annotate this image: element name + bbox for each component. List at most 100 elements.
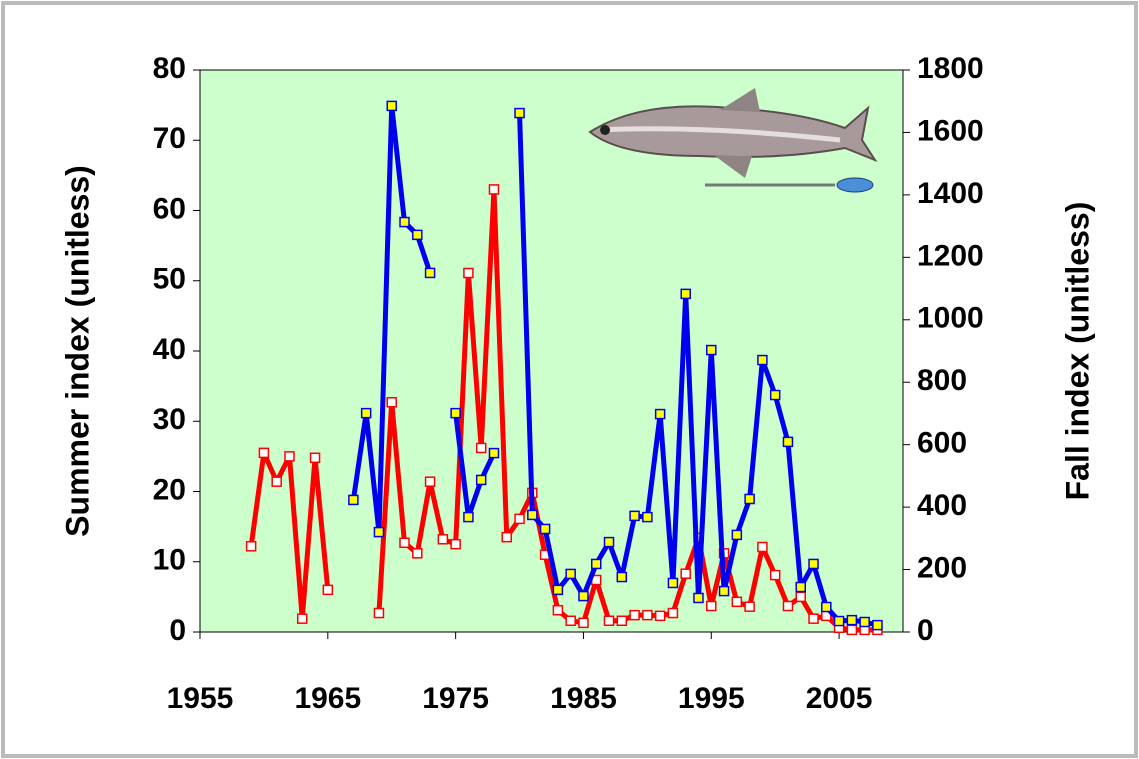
- point-marker: [744, 493, 755, 505]
- point-marker: [846, 614, 858, 626]
- point-marker: [386, 397, 397, 408]
- x-tick-label: 1995: [678, 682, 745, 715]
- point-marker: [386, 100, 397, 112]
- fish-picture: [588, 88, 878, 193]
- point-marker: [258, 447, 270, 459]
- point-marker: [808, 613, 819, 624]
- point-marker: [488, 184, 500, 195]
- point-marker: [399, 216, 410, 228]
- point-marker: [501, 531, 513, 543]
- point-marker: [693, 592, 704, 604]
- point-marker: [667, 577, 679, 589]
- y2-tick-label: 1600: [917, 114, 984, 147]
- point-marker: [680, 288, 691, 300]
- point-marker: [757, 541, 768, 553]
- point-marker: [731, 596, 743, 608]
- y-tick-label: 70: [153, 122, 186, 155]
- point-marker: [322, 584, 334, 596]
- y2-tick-label: 800: [917, 364, 967, 397]
- point-marker: [821, 601, 832, 613]
- y2-tick-label: 600: [917, 427, 967, 460]
- point-marker: [565, 568, 576, 580]
- point-marker: [514, 513, 525, 525]
- y2-tick-label: 1000: [917, 302, 984, 335]
- y-tick-label: 10: [153, 544, 186, 577]
- point-marker: [859, 616, 870, 628]
- point-marker: [833, 615, 845, 627]
- point-marker: [309, 452, 321, 464]
- y-axis-title: Summer index (unitless): [59, 165, 95, 537]
- y2-tick-label: 400: [917, 489, 967, 522]
- point-marker: [706, 344, 717, 356]
- y2-tick-label: 0: [917, 614, 934, 647]
- point-marker: [782, 436, 794, 448]
- point-marker: [539, 523, 551, 535]
- point-marker: [245, 541, 257, 552]
- y-tick-label: 0: [169, 614, 186, 647]
- point-marker: [654, 610, 666, 622]
- point-marker: [348, 494, 359, 506]
- x-tick-label: 1965: [294, 682, 361, 715]
- point-marker: [782, 600, 794, 612]
- point-marker: [424, 267, 436, 279]
- point-marker: [642, 609, 653, 621]
- point-marker: [616, 571, 628, 583]
- point-marker: [450, 407, 461, 419]
- y2-tick-label: 1200: [917, 239, 984, 272]
- point-marker: [514, 107, 525, 119]
- point-marker: [450, 538, 461, 550]
- point-marker: [667, 607, 679, 619]
- point-marker: [578, 590, 589, 602]
- point-marker: [757, 354, 768, 366]
- y-tick-label: 50: [153, 263, 186, 296]
- point-marker: [271, 476, 282, 487]
- point-marker: [284, 451, 295, 462]
- y2-tick-label: 200: [917, 551, 967, 584]
- point-marker: [552, 584, 564, 596]
- series-line: [453, 412, 497, 520]
- point-marker: [642, 511, 653, 523]
- point-marker: [399, 537, 410, 549]
- point-marker: [437, 534, 449, 545]
- point-marker: [769, 389, 781, 401]
- point-marker: [578, 617, 589, 629]
- point-marker: [616, 615, 628, 627]
- point-marker: [808, 558, 819, 570]
- point-marker: [795, 591, 806, 603]
- y-tick-label: 30: [153, 403, 186, 436]
- point-marker: [360, 407, 372, 419]
- point-marker: [463, 511, 474, 523]
- point-marker: [603, 615, 615, 627]
- point-marker: [654, 408, 666, 420]
- point-marker: [744, 601, 755, 612]
- point-marker: [731, 529, 743, 541]
- point-marker: [412, 548, 423, 559]
- point-marker: [373, 526, 385, 538]
- y-tick-label: 20: [153, 473, 186, 506]
- y2-tick-label: 1800: [917, 52, 984, 85]
- point-marker: [629, 510, 640, 522]
- point-marker: [603, 536, 615, 548]
- point-marker: [795, 581, 806, 593]
- point-marker: [846, 624, 858, 636]
- y-tick-label: 60: [153, 192, 186, 225]
- point-marker: [463, 267, 474, 279]
- point-marker: [373, 607, 385, 619]
- point-marker: [297, 613, 308, 624]
- point-marker: [475, 442, 487, 454]
- point-marker: [590, 558, 602, 570]
- point-marker: [412, 229, 423, 241]
- x-tick-label: 1975: [422, 682, 489, 715]
- y2-axis-title: Fall index (unitless): [1059, 202, 1095, 501]
- point-marker: [424, 476, 436, 487]
- x-tick-label: 1985: [550, 682, 617, 715]
- x-tick-label: 2005: [806, 682, 873, 715]
- point-marker: [488, 447, 500, 459]
- series-line: [376, 186, 878, 633]
- y2-tick-label: 1400: [917, 177, 984, 210]
- y-tick-label: 40: [153, 333, 186, 366]
- point-marker: [527, 509, 538, 521]
- point-marker: [872, 619, 883, 631]
